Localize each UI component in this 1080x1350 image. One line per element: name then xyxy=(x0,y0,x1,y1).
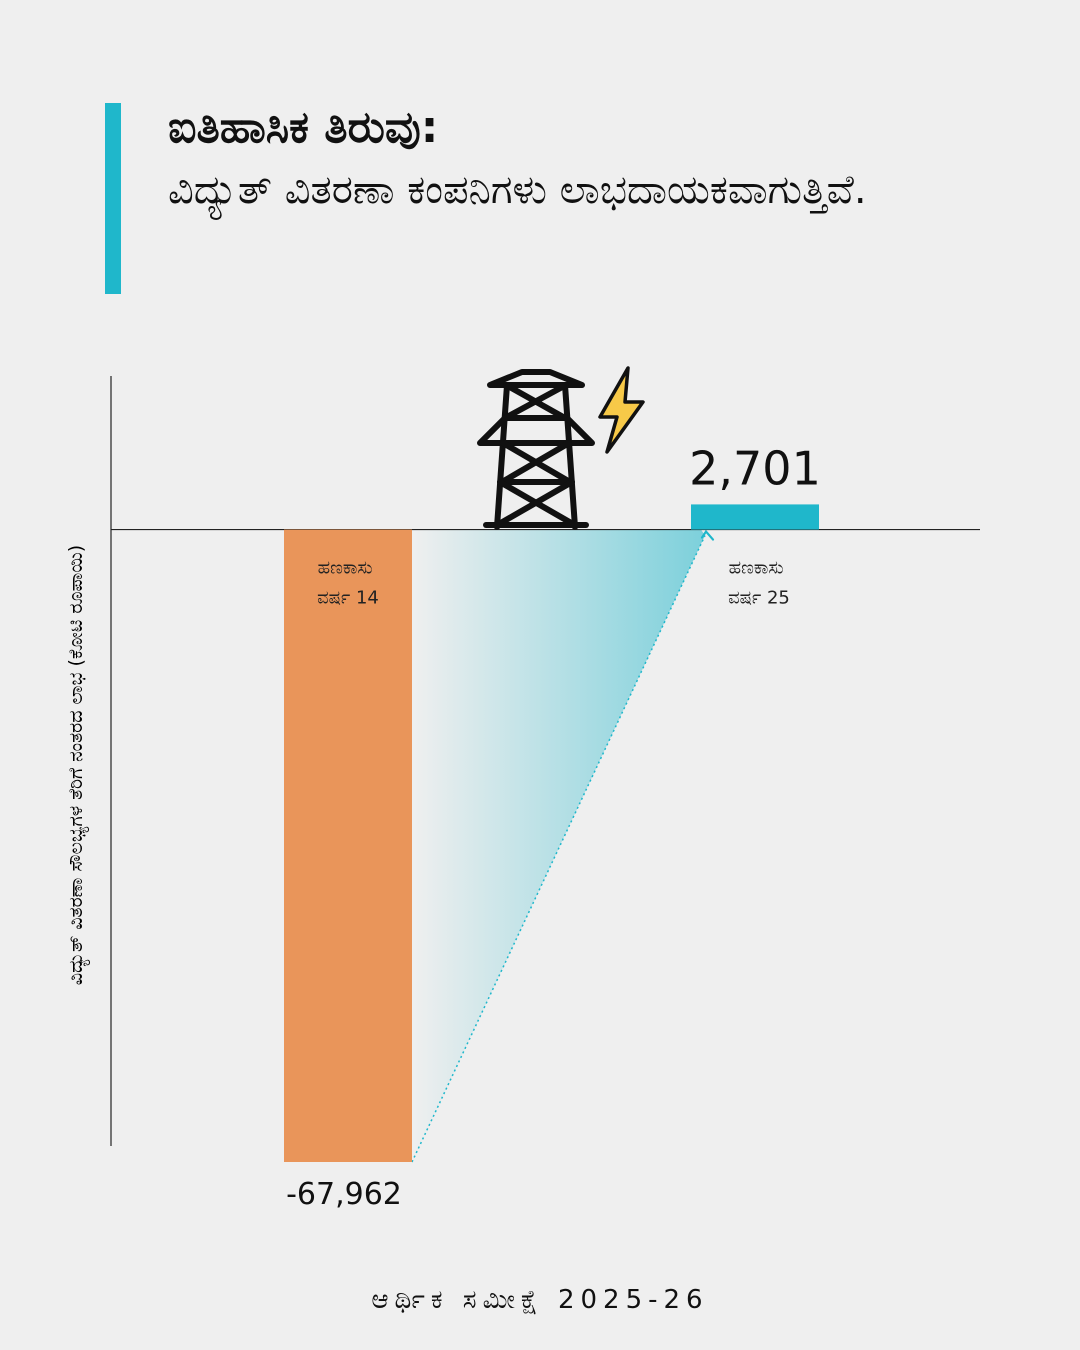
category-label-fy25: ಹಣಕಾಸು ವರ್ಷ 25 xyxy=(728,558,790,609)
y-axis-label: ವಿದ್ಯುತ್ ವಿತರಣಾ ಸೌಲಭ್ಯಗಳ ತೆರಿಗೆ ನಂತರದ ಲಾ… xyxy=(65,545,90,985)
title-accent-bar xyxy=(105,103,121,294)
bar-fy25 xyxy=(691,504,819,530)
value-label-fy14: -67,962 xyxy=(286,1177,402,1212)
source-footer: ಆರ್ಥಿಕ ಸಮೀಕ್ಷೆ 2025-26 xyxy=(371,1285,709,1315)
value-label-fy25: 2,701 xyxy=(689,441,821,495)
page-title: ಐತಿಹಾಸಿಕ ತಿರುವು: xyxy=(168,102,439,153)
page-subtitle: ವಿದ್ಯುತ್ ವಿತರಣಾ ಕಂಪನಿಗಳು ಲಾಭದಾಯಕವಾಗುತ್ತಿ… xyxy=(168,167,867,213)
lightning-bolt-icon xyxy=(598,366,645,454)
trend-arrow-icon xyxy=(700,529,715,541)
transmission-tower-icon xyxy=(477,369,595,530)
trend-connector-line xyxy=(411,535,706,1163)
category-label-fy14: ಹಣಕಾಸು ವರ್ಷ 14 xyxy=(317,558,379,609)
category-label-fy25-line1: ಹಣಕಾಸು xyxy=(729,558,784,579)
trend-wedge xyxy=(412,529,705,1162)
bar-fy14 xyxy=(284,529,412,1162)
category-label-fy14-line2: ವರ್ಷ 14 xyxy=(317,588,379,609)
category-label-fy14-line1: ಹಣಕಾಸು xyxy=(318,558,373,579)
category-label-fy25-line2: ವರ್ಷ 25 xyxy=(728,588,790,609)
